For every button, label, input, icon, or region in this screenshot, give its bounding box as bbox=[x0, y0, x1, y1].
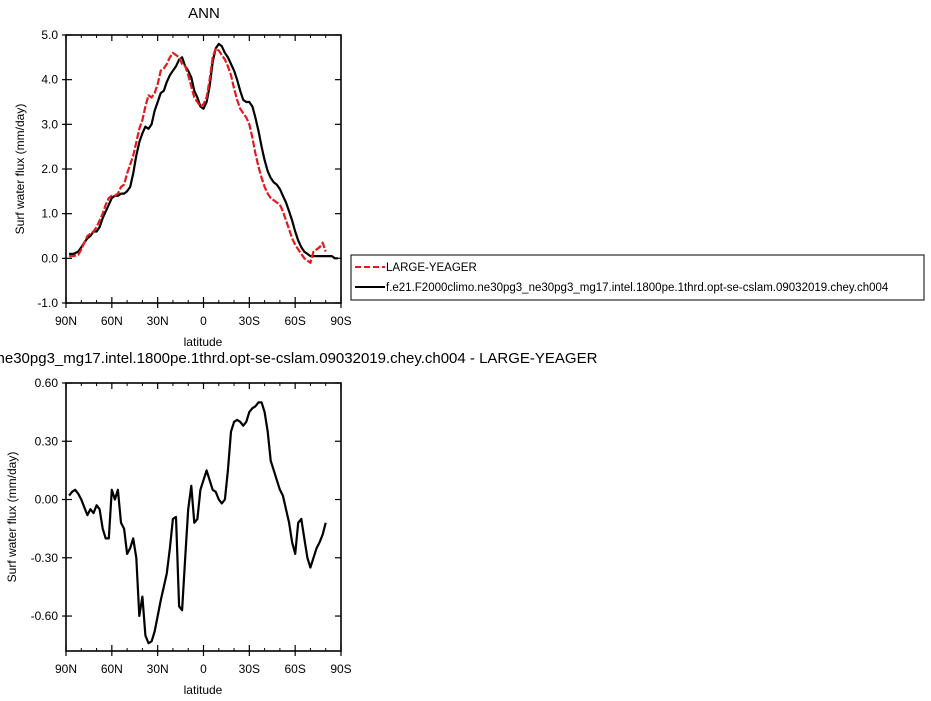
y-tick-label: 1.0 bbox=[41, 207, 58, 221]
x-tick-label: 30S bbox=[239, 662, 260, 676]
chart-title: ANN bbox=[188, 5, 220, 22]
x-tick-label: 90S bbox=[330, 314, 351, 328]
x-tick-label: 90N bbox=[55, 662, 77, 676]
x-tick-label: 90N bbox=[55, 314, 77, 328]
difference-panel: f.e21.F2000climo.ne30pg3_ne30pg3_mg17.in… bbox=[0, 350, 598, 697]
mean-panel: ANN 90N 60N 30N 0 30S 60S 90S -1.0 0.0 1.0 2.0 3.0 4… bbox=[13, 5, 352, 349]
y-tick-label: 2.0 bbox=[41, 162, 58, 176]
legend: LARGE-YEAGER f.e21.F2000climo.ne30pg3_ne… bbox=[350, 254, 925, 301]
chart-title: f.e21.F2000climo.ne30pg3_ne30pg3_mg17.in… bbox=[0, 350, 598, 367]
y-tick-label: -0.60 bbox=[31, 609, 59, 623]
x-tick-label: 30N bbox=[147, 662, 169, 676]
x-tick-label: 0 bbox=[200, 662, 207, 676]
y-tick-label: 0.0 bbox=[41, 251, 58, 265]
legend-label-large-yeager: LARGE-YEAGER bbox=[386, 262, 477, 274]
series-line-model bbox=[68, 401, 327, 645]
x-tick-label: 60S bbox=[284, 662, 305, 676]
y-tick-label: 0.30 bbox=[35, 434, 59, 448]
x-tick-label: 0 bbox=[200, 314, 207, 328]
x-axis-label: latitude bbox=[184, 683, 223, 697]
y-tick-label: 4.0 bbox=[41, 73, 58, 87]
x-tick-label: 90S bbox=[330, 662, 351, 676]
x-tick-label: 60N bbox=[101, 662, 123, 676]
y-tick-label: 5.0 bbox=[41, 28, 58, 42]
series-line-model bbox=[69, 42, 338, 260]
legend-box bbox=[350, 254, 925, 301]
x-axis-label: latitude bbox=[184, 335, 223, 349]
y-tick-label: 0.00 bbox=[35, 493, 59, 507]
y-tick-label: -1.0 bbox=[37, 296, 58, 310]
plot-frame bbox=[65, 382, 342, 652]
plot-frame bbox=[65, 34, 342, 304]
series-line-large-yeager bbox=[69, 47, 327, 264]
y-tick-label: -0.30 bbox=[31, 551, 59, 565]
x-tick-label: 30N bbox=[147, 314, 169, 328]
x-tick-label: 30S bbox=[239, 314, 260, 328]
y-axis-label: Surf water flux (mm/day) bbox=[13, 104, 27, 235]
x-tick-label: 60N bbox=[101, 314, 123, 328]
y-tick-label: 3.0 bbox=[41, 117, 58, 131]
y-tick-label: 0.60 bbox=[35, 376, 59, 390]
y-axis-label: Surf water flux (mm/day) bbox=[5, 452, 19, 583]
x-tick-label: 60S bbox=[284, 314, 305, 328]
legend-label-model: f.e21.F2000climo.ne30pg3_ne30pg3_mg17.in… bbox=[386, 282, 889, 294]
